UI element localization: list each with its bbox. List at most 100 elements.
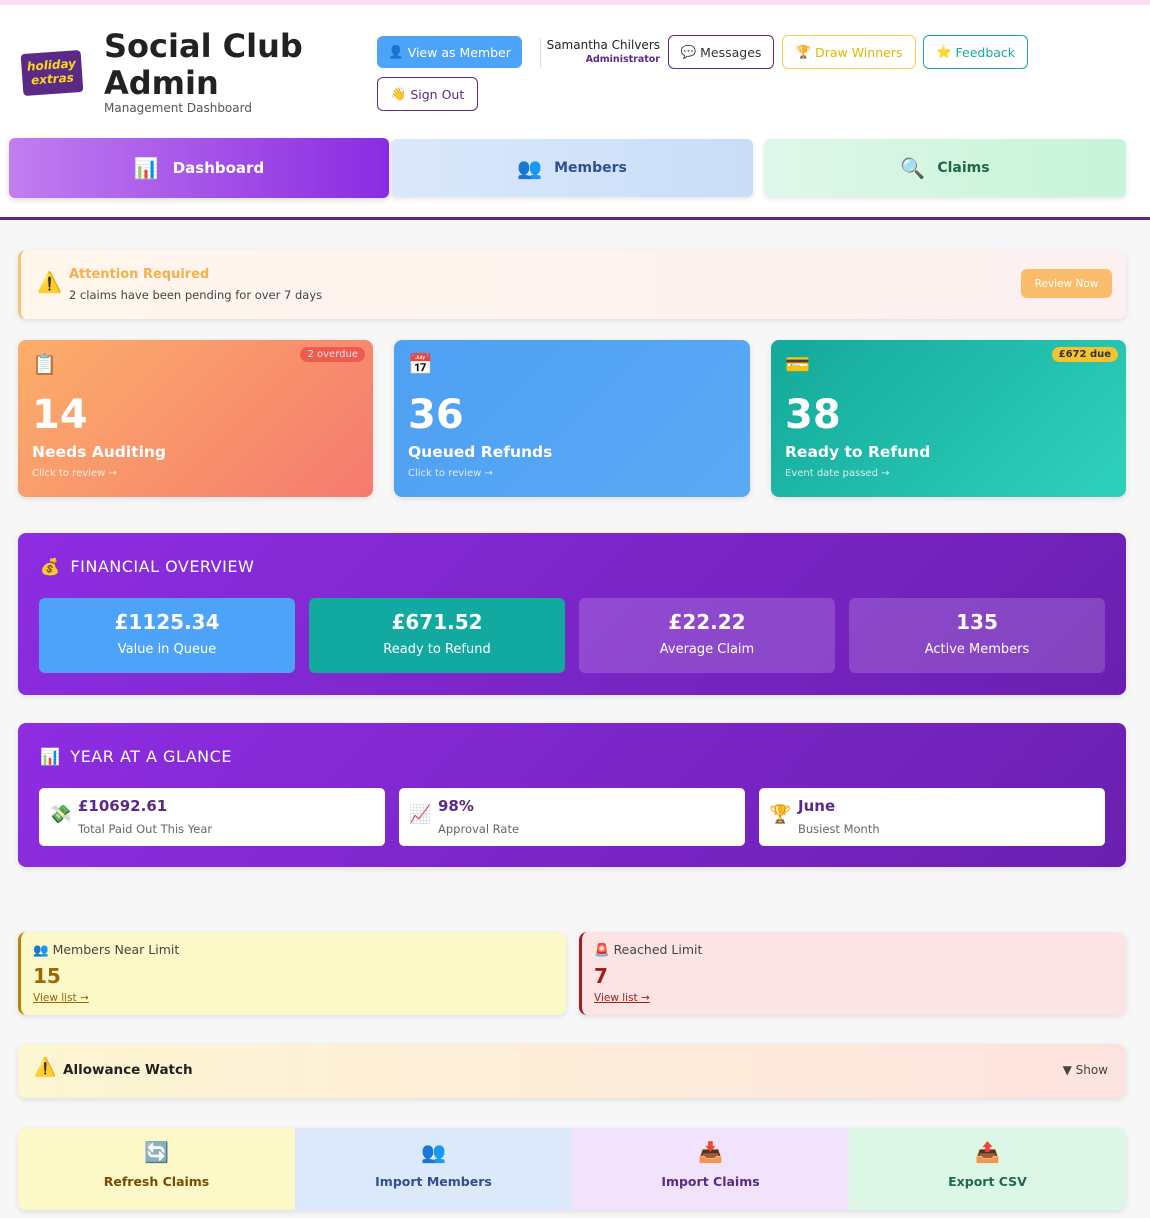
- metric-label: Average Claim: [659, 642, 755, 657]
- limit-label: Reached Limit: [613, 942, 703, 957]
- alert-text: 2 claims have been pending for over 7 da…: [69, 288, 323, 302]
- action-label: Import Members: [375, 1174, 492, 1189]
- icon: 💸: [49, 804, 72, 825]
- icon: ⚠️: [34, 1057, 57, 1078]
- action-label: Refresh Claims: [103, 1174, 210, 1189]
- stat-value: 38: [785, 392, 841, 438]
- title-text: YEAR AT A GLANCE: [70, 747, 232, 766]
- stat-card[interactable]: 💳 £672 due 38 Ready to Refund Event date…: [771, 340, 1126, 497]
- nav-label: Claims: [937, 160, 990, 176]
- user-name: Samantha Chilvers: [546, 38, 660, 52]
- metric: £22.22 Average Claim: [579, 598, 835, 673]
- feedback-button[interactable]: ⭐ Feedback: [923, 35, 1028, 69]
- year-metric: 📈 98% Approval Rate: [399, 788, 745, 846]
- sign-out-button[interactable]: 👋 Sign Out: [377, 77, 478, 111]
- icon: 📅: [408, 352, 433, 376]
- action-button[interactable]: 🔄 Refresh Claims: [18, 1128, 295, 1210]
- metric-value: June: [798, 797, 836, 815]
- metric: 135 Active Members: [849, 598, 1105, 673]
- section-title: Allowance Watch: [63, 1062, 193, 1078]
- icon: 🏆: [795, 44, 812, 59]
- metric-value: 98%: [438, 797, 474, 815]
- year-at-a-glance: 📊 YEAR AT A GLANCE 💸 £10692.61 Total Paid O…: [18, 723, 1126, 867]
- icon: 🚨: [594, 942, 610, 957]
- panel-title: 📊 YEAR AT A GLANCE: [40, 747, 232, 766]
- metric-value: £10692.61: [78, 797, 168, 815]
- button-label: Feedback: [955, 44, 1016, 60]
- year-metric: 💸 £10692.61 Total Paid Out This Year: [39, 788, 385, 846]
- icon: 📋: [32, 352, 57, 376]
- nav-tab[interactable]: 👥 Members: [391, 139, 753, 197]
- stat-hint: Event date passed →: [785, 468, 890, 479]
- view-as-member-button[interactable]: 👤 View as Member: [377, 36, 522, 68]
- view-list-link[interactable]: View list →: [33, 992, 89, 1004]
- stat-hint: Click to review →: [408, 468, 493, 479]
- stat-label: Ready to Refund: [785, 443, 931, 461]
- icon: 👤: [388, 44, 404, 59]
- icon: 📈: [409, 804, 432, 825]
- metric-label: Ready to Refund: [383, 642, 491, 657]
- icon: 💳: [785, 352, 810, 376]
- header-border: [0, 217, 1150, 220]
- stat-hint: Click to review →: [32, 468, 117, 479]
- limit-value: 15: [33, 964, 61, 988]
- metric-label: Active Members: [924, 642, 1030, 657]
- toggle[interactable]: ▼ Show: [1062, 1063, 1108, 1077]
- icon: 💰: [40, 557, 61, 576]
- view-list-link[interactable]: View list →: [594, 992, 650, 1004]
- action-label: Export CSV: [948, 1174, 1027, 1189]
- stat-card[interactable]: 📋 2 overdue 14 Needs Auditing Click to r…: [18, 340, 373, 497]
- limit-label: Members Near Limit: [52, 942, 180, 957]
- alert-title: Attention Required: [69, 267, 210, 282]
- limit-title: 👥 Members Near Limit: [33, 942, 554, 958]
- metric: £671.52 Ready to Refund: [309, 598, 565, 673]
- allowance-watch[interactable]: ⚠️ Allowance Watch ▼ Show: [18, 1044, 1126, 1098]
- year-metric: 🏆 June Busiest Month: [759, 788, 1105, 846]
- panel-title: 💰 FINANCIAL OVERVIEW: [40, 557, 254, 576]
- alert: ⚠️ Attention Required 2 claims have been…: [18, 250, 1126, 319]
- button-label: Draw Winners: [815, 44, 903, 60]
- action-button[interactable]: 👥 Import Members: [295, 1128, 572, 1210]
- icon: 🔄: [144, 1140, 169, 1164]
- button-label: Sign Out: [410, 86, 465, 102]
- icon: 📊: [133, 156, 159, 180]
- metric-label: Value in Queue: [117, 642, 217, 657]
- stat-value: 14: [32, 392, 88, 438]
- icon: 📤: [975, 1140, 1000, 1164]
- icon: 👋: [390, 86, 407, 101]
- badge: 2 overdue: [300, 347, 365, 362]
- user-info: Samantha Chilvers Administrator: [540, 38, 660, 65]
- stat-label: Queued Refunds: [408, 443, 553, 461]
- action-button[interactable]: 📤 Export CSV: [849, 1128, 1126, 1210]
- stat-card[interactable]: 📅 36 Queued Refunds Click to review →: [394, 340, 750, 497]
- quick-actions: 🔄 Refresh Claims 👥 Import Members 📥 Import …: [18, 1128, 1126, 1210]
- app-subtitle: Management Dashboard: [104, 101, 252, 115]
- nav-tab[interactable]: 🔍 Claims: [764, 139, 1126, 197]
- stat-value: 36: [408, 392, 464, 438]
- review-now-button[interactable]: Review Now: [1021, 269, 1112, 298]
- icon: 👥: [517, 156, 543, 180]
- metric-value: £22.22: [668, 610, 746, 634]
- icon: 🏆: [769, 804, 792, 825]
- icon: ⚠️: [37, 270, 62, 294]
- financial-overview: 💰 FINANCIAL OVERVIEW £1125.34 Value in Que…: [18, 533, 1126, 695]
- action-button[interactable]: 📥 Import Claims: [572, 1128, 849, 1210]
- metric-value: £671.52: [391, 610, 483, 634]
- button-label: View as Member: [407, 44, 511, 60]
- limit-title: 🚨 Reached Limit: [594, 942, 1114, 958]
- nav-tab-active[interactable]: 📊 Dashboard: [9, 138, 389, 198]
- messages-button[interactable]: 💬 Messages: [668, 35, 774, 69]
- icon: 📥: [698, 1140, 723, 1164]
- divider: [540, 38, 541, 68]
- icon: 👥: [421, 1140, 446, 1164]
- app-title: Social Club Admin: [104, 27, 303, 102]
- limit-card: 👥 Members Near Limit 15 View list →: [18, 932, 566, 1015]
- metric: £1125.34 Value in Queue: [39, 598, 295, 673]
- button-label: Messages: [700, 44, 762, 60]
- icon: 📊: [40, 747, 61, 766]
- logo-text: extras: [30, 70, 75, 88]
- draw-winners-button[interactable]: 🏆 Draw Winners: [782, 35, 916, 69]
- title-text: FINANCIAL OVERVIEW: [70, 557, 255, 576]
